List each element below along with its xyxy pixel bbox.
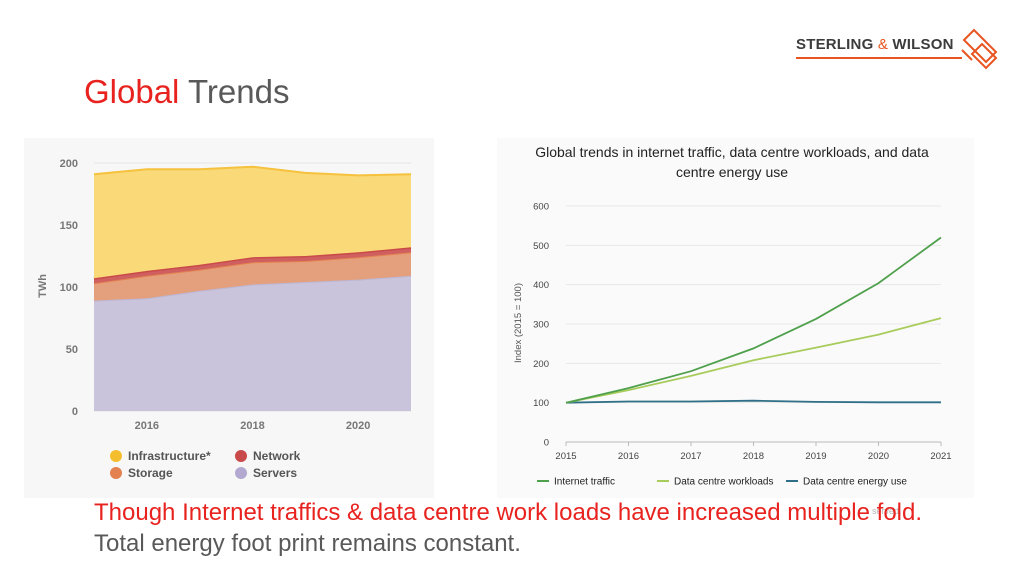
legend-swatch-servers [235, 467, 247, 479]
right-chart-legend: Internet traffic Data centre workloads Dat… [537, 477, 907, 488]
right-chart-x-tick: 2021 [930, 451, 951, 462]
right-chart-lines [565, 236, 942, 404]
left-chart-tick-labels: 0 50 100 150 200 2016 2018 2020 [60, 158, 371, 432]
legend-label-servers: Servers [253, 466, 297, 480]
legend-label-internet-traffic: Internet traffic [554, 477, 615, 488]
left-chart-x-tick: 2018 [240, 420, 264, 432]
area-storage [94, 252, 411, 301]
right-chart-y-axis-label: Index (2015 = 100) [513, 283, 524, 363]
area-network [94, 247, 411, 284]
left-chart-y-tick: 150 [60, 220, 78, 232]
area-infrastructure [94, 166, 411, 279]
legend-swatch-infrastructure [110, 450, 122, 462]
right-chart-x-tick: 2017 [680, 451, 701, 462]
right-chart-title-line-1: Global trends in internet traffic, data … [535, 144, 929, 160]
right-chart-x-tick: 2019 [805, 451, 826, 462]
right-chart-y-tick: 200 [533, 359, 549, 370]
logo-word-2: WILSON [892, 36, 954, 53]
slide-caption: Though Internet traffics & data centre w… [94, 497, 974, 559]
right-chart-x-tick: 2016 [618, 451, 639, 462]
right-chart-y-tick: 300 [533, 320, 549, 331]
company-logo: STERLING & WILSON [796, 24, 1002, 80]
logo-mark-icon [961, 28, 998, 70]
legend-label-infrastructure: Infrastructure* [128, 449, 211, 463]
right-chart-tick-labels: 0 100 200 300 400 500 600 2015 2016 2017 2018 2019 2… [533, 202, 951, 463]
footer-copyright-note: served. [872, 506, 902, 516]
caption-highlight: Though Internet traffics & data centre w… [94, 499, 923, 526]
logo-underline [796, 57, 962, 59]
caption-rest: Total energy foot print remains constant… [94, 530, 521, 557]
logo-word-1: STERLING [796, 36, 874, 53]
legend-label-data-centre-workloads: Data centre workloads [674, 477, 774, 488]
right-chart-y-tick: 100 [533, 398, 549, 409]
right-chart-y-tick: 400 [533, 280, 549, 291]
right-chart-title-line-2: centre energy use [676, 164, 788, 180]
line-data-centre-workloads [565, 317, 942, 404]
left-chart-legend: Infrastructure* Network Storage Servers [110, 449, 301, 480]
area-edge-infrastructure [93, 165, 412, 177]
line-internet-traffic [565, 236, 942, 404]
left-chart-y-tick: 0 [72, 406, 78, 418]
legend-swatch-network [235, 450, 247, 462]
left-chart-y-tick: 200 [60, 158, 78, 170]
line-data-centre-energy-use [565, 399, 941, 404]
logo-ampersand: & [877, 36, 889, 53]
right-chart-y-tick: 600 [533, 202, 549, 213]
energy-stacked-area-chart: 0 50 100 150 200 2016 2018 2020 TWh Infrastruct… [24, 138, 434, 498]
left-chart-y-tick: 50 [66, 344, 78, 356]
area-servers [94, 275, 411, 411]
right-chart-y-tick: 0 [544, 438, 549, 449]
right-chart-x-tick: 2020 [868, 451, 889, 462]
logo-wordmark: STERLING & WILSON [796, 36, 954, 53]
slide-title-highlight: Global [84, 73, 180, 110]
left-chart-x-tick: 2016 [135, 420, 159, 432]
left-chart-x-tick: 2020 [346, 420, 370, 432]
right-chart-x-tick: 2015 [555, 451, 576, 462]
right-chart-x-tick: 2018 [743, 451, 764, 462]
left-chart-areas [93, 165, 412, 411]
legend-label-network: Network [253, 449, 301, 463]
trends-line-chart: Global trends in internet traffic, data … [497, 138, 974, 498]
legend-swatch-storage [110, 467, 122, 479]
slide-title-rest: Trends [187, 73, 290, 110]
left-chart-y-axis-label: TWh [37, 274, 49, 298]
right-chart-y-tick: 500 [533, 241, 549, 252]
legend-label-data-centre-energy-use: Data centre energy use [803, 477, 907, 488]
right-chart-gridlines [565, 205, 942, 446]
legend-label-storage: Storage [128, 466, 173, 480]
slide-title: Global Trends [84, 72, 289, 112]
left-chart-y-tick: 100 [60, 282, 78, 294]
